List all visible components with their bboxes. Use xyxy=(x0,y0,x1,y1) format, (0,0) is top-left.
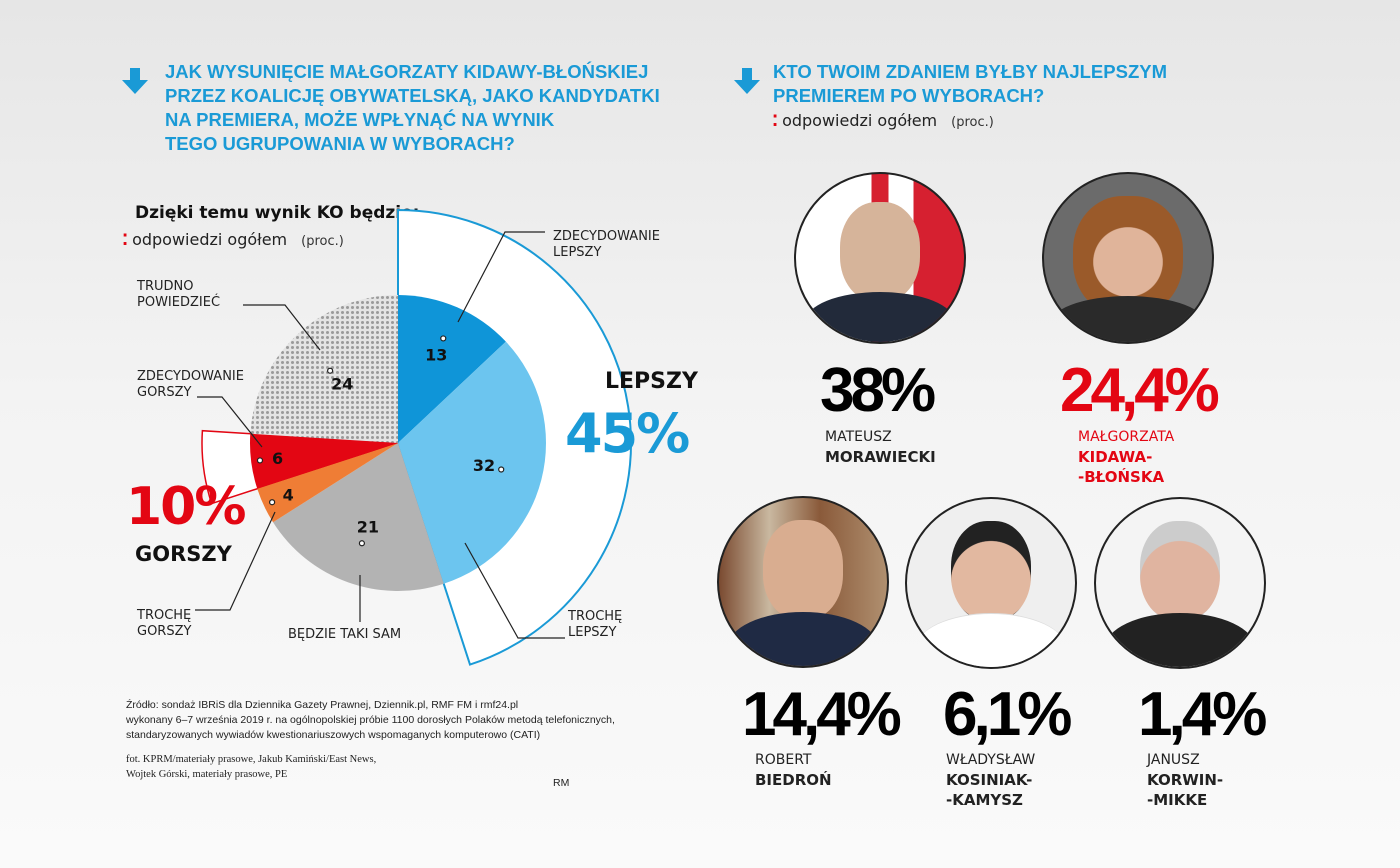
pie-slice xyxy=(398,341,546,584)
leader-line xyxy=(195,511,276,611)
leader-dot xyxy=(327,367,334,374)
title-line: Kto twoim zdaniem byłby najlepszym xyxy=(773,61,1167,82)
photo-morawiecki xyxy=(794,172,966,344)
leader-line xyxy=(243,304,321,351)
slice-value: 6 xyxy=(272,449,283,468)
group-value-lepszy: 45% xyxy=(565,402,689,465)
pct-kidawa-blonska: 24,4% xyxy=(1060,356,1220,425)
subtitle-text: odpowiedzi ogółem xyxy=(782,111,938,130)
chart-subtitle: ⁚ odpowiedzi ogółem (proc.) xyxy=(122,230,344,249)
name-biedron: ROBERT BIEDROŃ xyxy=(755,750,832,790)
group-value-gorszy: 10% xyxy=(126,477,245,537)
slice-label: BĘDZIE TAKI SAM xyxy=(288,627,401,642)
leader-dot xyxy=(440,335,447,342)
source-line: Źródło: sondaż IBRiS dla Dziennika Gazet… xyxy=(126,699,519,711)
leader-line xyxy=(457,231,545,323)
title-line: Jak wysunięcie Małgorzaty Kidawy-Błoński… xyxy=(165,61,649,82)
slice-label: LEPSZY xyxy=(568,625,616,640)
source-line: standaryzowanych wywiadów kwestionariusz… xyxy=(126,729,541,741)
pct-korwin-mikke: 1,4% xyxy=(1138,680,1267,749)
leader-line xyxy=(197,396,263,448)
slice-value: 13 xyxy=(425,346,447,365)
slice-value: 4 xyxy=(283,486,294,505)
slice-label: TROCHĘ xyxy=(567,609,622,624)
source-note: Źródło: sondaż IBRiS dla Dziennika Gazet… xyxy=(126,698,615,782)
slice-label: GORSZY xyxy=(137,385,191,400)
title-line: tego ugrupowania w wyborach? xyxy=(165,133,515,154)
slice-label: GORSZY xyxy=(137,624,191,639)
first-name: MAŁGORZATA xyxy=(1078,429,1175,445)
left-question-title: Jak wysunięcie Małgorzaty Kidawy-Błoński… xyxy=(165,60,660,156)
title-line: przez Koalicję Obywatelską, jako kandyda… xyxy=(165,85,660,106)
last-name: -KAMYSZ xyxy=(946,791,1023,809)
photo-credit-line: Wojtek Górski, materiały prasowe, PE xyxy=(126,769,288,780)
name-kidawa-blonska: MAŁGORZATA KIDAWA- -BŁOŃSKA xyxy=(1078,427,1174,487)
slice-value: 24 xyxy=(331,375,353,394)
pie-slice xyxy=(257,443,398,523)
pie-slice xyxy=(273,443,444,591)
photo-credit-line: fot. KPRM/materiały prasowe, Jakub Kamiń… xyxy=(126,754,377,765)
last-name: KIDAWA- xyxy=(1078,448,1153,466)
first-name: ROBERT xyxy=(755,752,812,768)
name-korwin-mikke: JANUSZ KORWIN- -MIKKE xyxy=(1147,750,1223,810)
name-morawiecki: MATEUSZ MORAWIECKI xyxy=(825,427,936,467)
leader-dot xyxy=(358,540,366,547)
pct-biedron: 14,4% xyxy=(742,680,902,749)
pie-slice xyxy=(250,295,398,443)
first-name: MATEUSZ xyxy=(825,429,892,445)
slice-label: TRUDNO xyxy=(136,279,193,294)
leader-dot xyxy=(269,499,276,506)
leader-line xyxy=(464,542,565,639)
first-name: WŁADYSŁAW xyxy=(946,752,1036,768)
slice-label: POWIEDZIEĆ xyxy=(137,294,220,310)
dots-icon: ⁚ xyxy=(122,230,129,249)
arrow-down-icon xyxy=(122,68,148,94)
slice-label: TROCHĘ xyxy=(136,608,191,623)
right-subtitle: ⁚ odpowiedzi ogółem (proc.) xyxy=(772,111,994,130)
pie-slice xyxy=(249,433,398,489)
name-kosiniak-kamysz: WŁADYSŁAW KOSINIAK- -KAMYSZ xyxy=(946,750,1035,810)
arrow-down-icon xyxy=(734,68,760,94)
slice-label: ZDECYDOWANIE xyxy=(553,229,660,244)
photo-biedron xyxy=(717,496,889,668)
last-name: KORWIN- xyxy=(1147,771,1224,789)
subtitle-text: odpowiedzi ogółem xyxy=(132,230,288,249)
slice-value: 21 xyxy=(357,518,379,537)
group-label-lepszy: LEPSZY xyxy=(605,369,699,394)
pct-kosiniak-kamysz: 6,1% xyxy=(943,680,1072,749)
last-name: -BŁOŃSKA xyxy=(1078,468,1165,486)
first-name: JANUSZ xyxy=(1147,752,1200,768)
unit-text: (proc.) xyxy=(951,115,994,130)
slice-label: LEPSZY xyxy=(553,245,601,260)
photo-korwin-mikke xyxy=(1094,497,1266,669)
source-line: wykonany 6–7 września 2019 r. na ogólnop… xyxy=(126,714,615,726)
chart-heading: Dzięki temu wynik KO będzie: xyxy=(135,203,420,223)
dots-icon: ⁚ xyxy=(772,111,779,130)
leader-dot xyxy=(498,466,505,473)
last-name: BIEDROŃ xyxy=(755,771,832,789)
pct-morawiecki: 38% xyxy=(820,356,936,425)
slice-label: ZDECYDOWANIE xyxy=(137,369,244,384)
unit-text: (proc.) xyxy=(301,234,344,249)
title-line: premierem po wyborach? xyxy=(773,85,1045,106)
photo-kidawa-blonska xyxy=(1042,172,1214,344)
last-name: KOSINIAK- xyxy=(946,771,1033,789)
right-question-title: Kto twoim zdaniem byłby najlepszym premi… xyxy=(773,60,1167,108)
author-initials: RM xyxy=(553,777,570,789)
group-label-gorszy: GORSZY xyxy=(135,542,233,566)
last-name: -MIKKE xyxy=(1147,791,1208,809)
pie-slice xyxy=(398,295,506,443)
leader-dot xyxy=(256,457,264,464)
last-name: MORAWIECKI xyxy=(825,448,936,466)
title-line: na premiera, może wpłynąć na wynik xyxy=(165,109,555,130)
photo-kosiniak-kamysz xyxy=(905,497,1077,669)
slice-value: 32 xyxy=(473,456,495,475)
